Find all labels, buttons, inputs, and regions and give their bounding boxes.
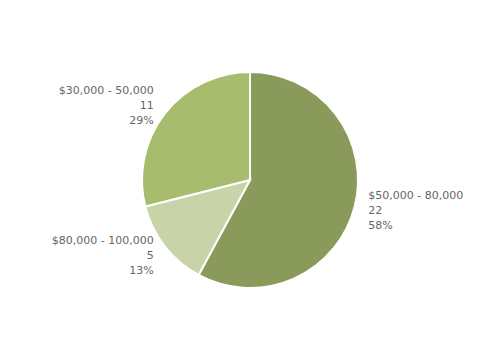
pie-slice — [142, 72, 250, 207]
label-group: $50,000 - 80,000 22 58% — [368, 189, 463, 232]
data-label: 5 — [147, 249, 154, 262]
percent-label: 58% — [368, 219, 392, 232]
slice-label: $50,000 - 80,000 — [368, 189, 463, 202]
slice-label: $80,000 - 100,000 — [52, 234, 154, 247]
label-group: $30,000 - 50,000 11 29% — [59, 84, 154, 127]
pie — [142, 72, 358, 288]
data-label: 22 — [368, 204, 382, 217]
percent-label: 29% — [129, 114, 153, 127]
label-group: $80,000 - 100,000 5 13% — [52, 234, 154, 277]
percent-label: 13% — [129, 264, 153, 277]
data-label: 11 — [140, 99, 154, 112]
slice-label: $30,000 - 50,000 — [59, 84, 154, 97]
chart: $50,000 - 80,000 22 58% $80,000 - 100,000 5 1… — [0, 0, 500, 350]
labels: $50,000 - 80,000 22 58% $80,000 - 100,000 5 1… — [52, 84, 463, 277]
